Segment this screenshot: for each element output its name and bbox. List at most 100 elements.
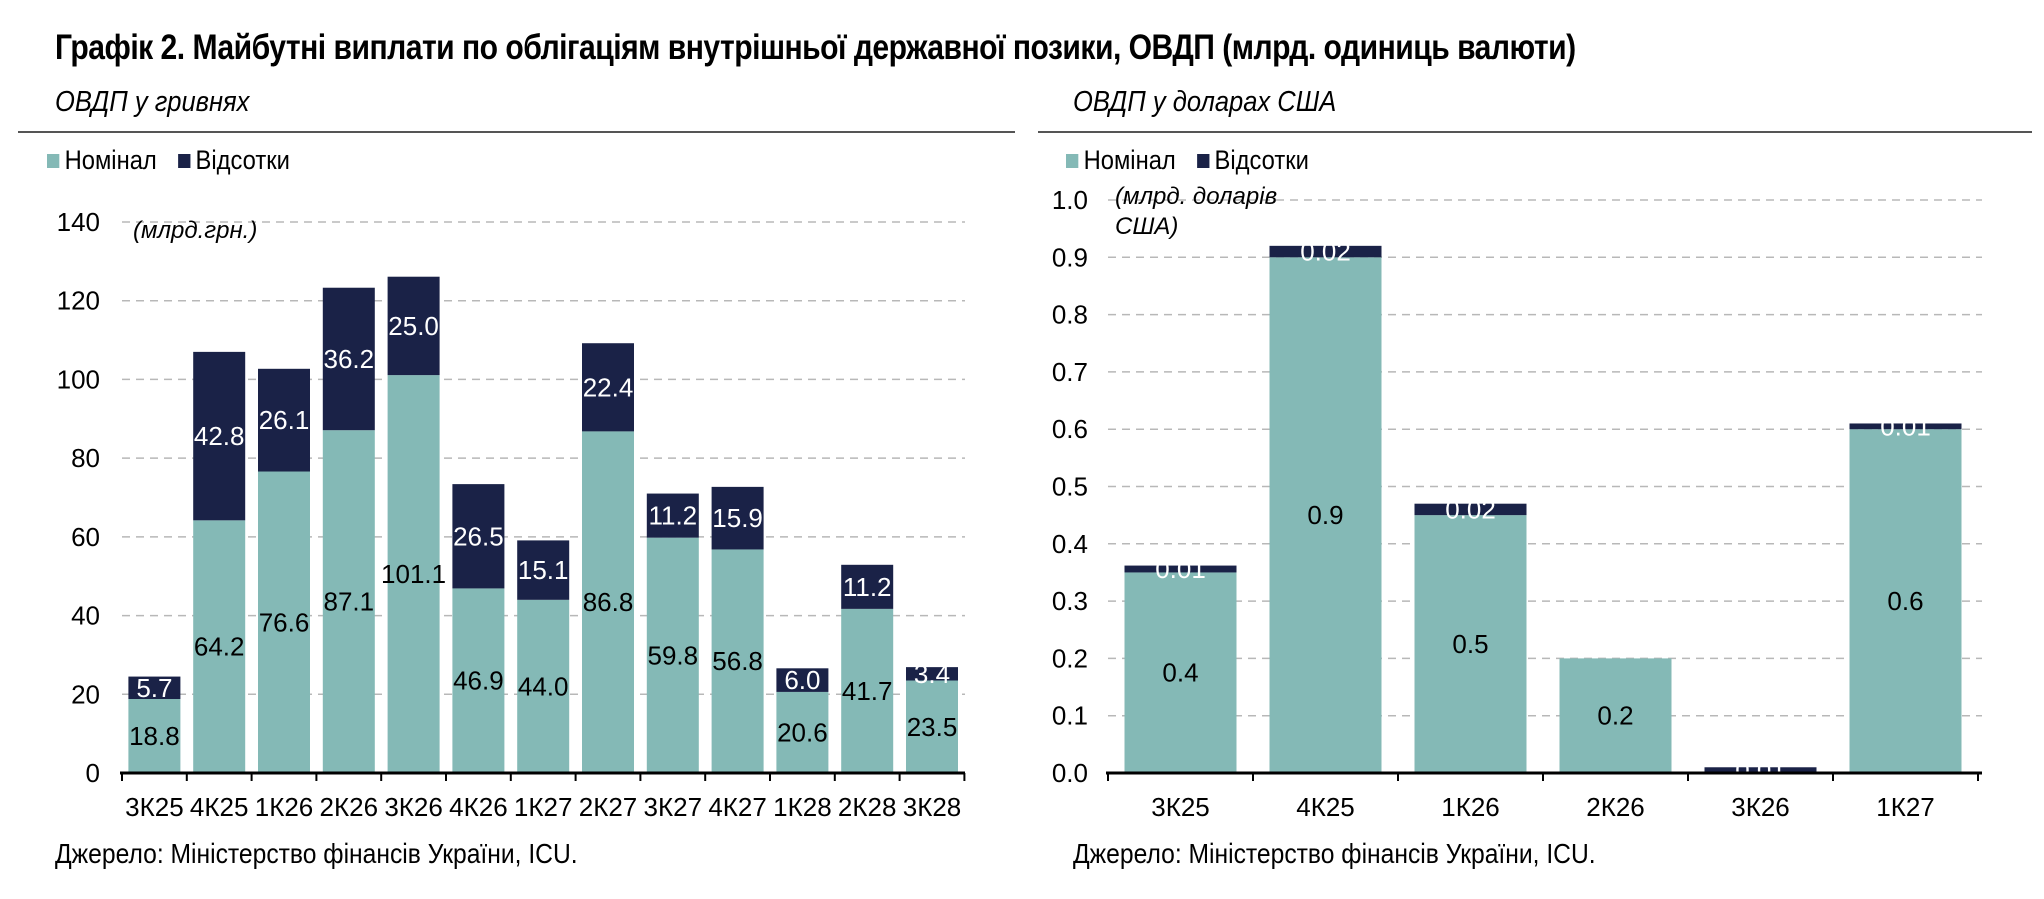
bar-nominal — [1124, 572, 1237, 773]
chart-title: Графік 2. Майбутні виплати по облігаціям… — [55, 28, 1576, 67]
data-label-interest: 6.0 — [784, 665, 820, 695]
data-label-interest: 25.0 — [388, 311, 439, 341]
x-tick-label: 1К27 — [514, 792, 573, 822]
data-label-nominal: 101.1 — [381, 559, 446, 589]
data-label-interest: 0.01 — [1735, 755, 1786, 785]
data-label-interest: 0.02 — [1445, 494, 1496, 524]
x-tick-label: 3К26 — [1731, 792, 1790, 822]
right-chart-subtitle: ОВДП у доларах США — [1073, 86, 1337, 118]
data-label-nominal: 87.1 — [323, 587, 374, 617]
y-tick-label: 60 — [71, 522, 100, 552]
bar-nominal — [646, 537, 699, 773]
x-tick-label: 2К28 — [838, 792, 897, 822]
data-label-nominal: 0.2 — [1597, 701, 1633, 731]
right-divider — [1038, 131, 2032, 133]
y-tick-label: 0 — [86, 758, 100, 788]
bar-nominal — [711, 549, 764, 773]
x-tick-label: 4К26 — [449, 792, 508, 822]
y-tick-label: 120 — [57, 286, 100, 316]
left-divider — [18, 131, 1015, 133]
bar-nominal — [582, 431, 634, 773]
data-label-interest: 5.7 — [136, 673, 172, 703]
x-tick-label: 1К27 — [1876, 792, 1935, 822]
bar-interest — [776, 668, 829, 692]
x-tick-label: 1К26 — [255, 792, 314, 822]
bar-interest — [582, 343, 634, 432]
data-label-interest: 3.4 — [914, 659, 950, 689]
data-label-nominal: 86.8 — [583, 587, 634, 617]
x-tick-label: 2К26 — [1586, 792, 1645, 822]
x-tick-label: 1К26 — [1441, 792, 1500, 822]
x-tick-label: 3К28 — [903, 792, 962, 822]
bar-nominal — [193, 520, 246, 773]
bar-interest — [1414, 503, 1527, 516]
y-tick-label: 0.0 — [1052, 758, 1088, 788]
y-tick-label: 0.6 — [1052, 414, 1088, 444]
left-source-note: Джерело: Міністерство фінансів України, … — [55, 838, 578, 869]
y-tick-label: 0.4 — [1052, 529, 1088, 559]
unit-label: (млрд.грн.) — [133, 217, 257, 244]
unit-label: (млрд. доларів — [1115, 183, 1277, 210]
y-tick-label: 140 — [57, 207, 100, 237]
x-tick-label: 3К26 — [384, 792, 443, 822]
data-label-nominal: 0.6 — [1887, 586, 1923, 616]
data-label-interest: 26.1 — [259, 405, 310, 435]
bar-interest — [452, 484, 505, 589]
y-tick-label: 0.5 — [1052, 472, 1088, 502]
x-tick-label: 3К25 — [1151, 792, 1210, 822]
bar-nominal — [128, 699, 181, 773]
bar-interest — [711, 486, 764, 550]
bar-interest — [517, 540, 570, 600]
data-label-nominal: 64.2 — [194, 632, 245, 662]
bar-interest — [258, 368, 310, 472]
x-tick-label: 3К25 — [125, 792, 184, 822]
data-label-interest: 0.02 — [1300, 237, 1351, 267]
bar-interest — [906, 667, 958, 681]
left-chart-subtitle: ОВДП у гривнях — [55, 86, 250, 118]
bar-nominal — [322, 430, 375, 773]
data-label-interest: 15.1 — [518, 555, 569, 585]
data-label-nominal: 76.6 — [259, 607, 310, 637]
bar-interest — [841, 564, 894, 609]
data-label-interest: 22.4 — [583, 372, 634, 402]
data-label-nominal: 18.8 — [129, 721, 180, 751]
x-tick-label: 1К28 — [773, 792, 832, 822]
bar-interest — [1704, 767, 1817, 773]
bar-nominal — [841, 608, 894, 773]
bar-interest — [387, 276, 440, 376]
bar-interest — [322, 287, 375, 431]
bar-interest — [1269, 245, 1382, 258]
y-tick-label: 1.0 — [1052, 185, 1088, 215]
bar-nominal — [776, 691, 829, 773]
y-tick-label: 0.7 — [1052, 357, 1088, 387]
data-label-interest: 11.2 — [648, 501, 697, 531]
x-tick-label: 4К27 — [708, 792, 767, 822]
y-tick-label: 20 — [71, 679, 100, 709]
data-label-nominal: 44.0 — [518, 671, 569, 701]
right-source-note: Джерело: Міністерство фінансів України, … — [1073, 838, 1596, 869]
x-tick-label: 4К25 — [190, 792, 249, 822]
left-legend: Номінал Відсотки — [47, 145, 311, 176]
data-label-interest: 15.9 — [712, 503, 763, 533]
data-label-nominal: 56.8 — [712, 646, 763, 676]
unit-label: США) — [1115, 213, 1178, 240]
legend-label-nominal: Номінал — [64, 145, 157, 175]
legend-label-interest: Відсотки — [1214, 145, 1309, 175]
data-label-nominal: 0.5 — [1452, 629, 1488, 659]
bar-nominal — [452, 588, 505, 773]
data-label-nominal: 20.6 — [777, 717, 828, 747]
bar-nominal — [258, 471, 310, 773]
bar-nominal — [1849, 429, 1962, 773]
bar-nominal — [906, 680, 958, 773]
y-tick-label: 0.1 — [1052, 701, 1088, 731]
legend-label-interest: Відсотки — [195, 145, 290, 175]
x-tick-label: 4К25 — [1296, 792, 1355, 822]
y-tick-label: 0.3 — [1052, 586, 1088, 616]
x-tick-label: 2К27 — [579, 792, 638, 822]
bar-interest — [1849, 423, 1962, 430]
right-legend: Номінал Відсотки — [1066, 145, 1330, 176]
data-label-nominal: 0.9 — [1307, 500, 1343, 530]
bar-nominal — [1559, 658, 1672, 773]
legend-swatch-nominal — [1066, 153, 1079, 168]
